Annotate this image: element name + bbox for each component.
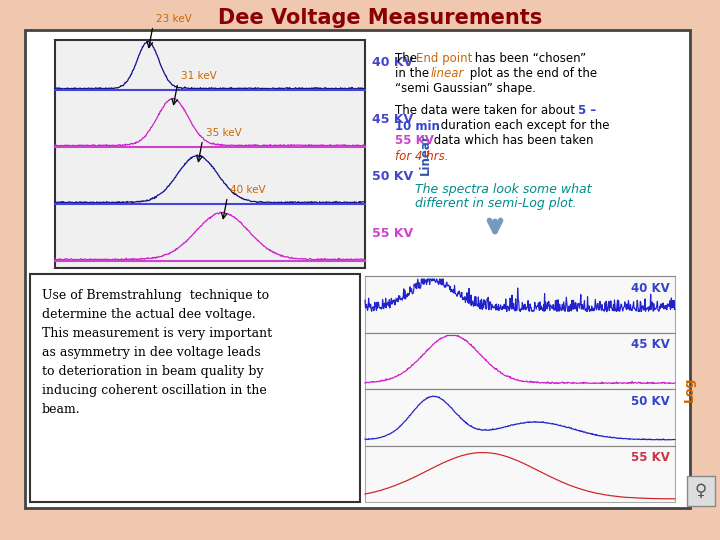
Bar [30,274,360,502]
Text: in the: in the [395,67,433,80]
Text: 45 KV: 45 KV [372,113,413,126]
Text: 45 KV: 45 KV [631,339,670,352]
Text: The spectra look some what
different in semi-Log plot.: The spectra look some what different in … [415,183,592,211]
Text: 55 KV: 55 KV [395,134,434,147]
Text: 55 KV: 55 KV [631,451,670,464]
Text: Use of Bremstrahlung  technique to
determine the actual dee voltage.
This measur: Use of Bremstrahlung technique to determ… [42,289,272,416]
Text: 40 keV: 40 keV [230,185,266,195]
Text: has been “chosen”: has been “chosen” [471,52,586,65]
Text: 31 keV: 31 keV [181,71,217,80]
Bar [687,476,715,506]
Bar [365,333,675,389]
Text: 40 KV: 40 KV [372,56,413,69]
Text: Linear: Linear [418,133,431,175]
Text: duration each except for the: duration each except for the [437,119,610,132]
Text: The data were taken for about: The data were taken for about [395,105,579,118]
Text: 50 KV: 50 KV [372,170,413,183]
Bar [365,389,675,446]
Text: linear: linear [431,67,464,80]
Text: 5 –: 5 – [578,105,596,118]
Text: 35 keV: 35 keV [206,127,241,138]
Bar [25,30,690,508]
Bar [55,40,365,268]
Text: plot as the end of the: plot as the end of the [466,67,597,80]
Text: 23 keV: 23 keV [156,14,192,24]
Text: End point: End point [416,52,472,65]
Bar [365,276,675,333]
Text: 50 KV: 50 KV [631,395,670,408]
Text: for 4 hrs.: for 4 hrs. [395,150,449,163]
Text: Dee Voltage Measurements: Dee Voltage Measurements [218,8,542,28]
Text: “semi Gaussian” shape.: “semi Gaussian” shape. [395,82,536,95]
Text: 40 KV: 40 KV [631,282,670,295]
Text: 55 KV: 55 KV [372,227,413,240]
Text: The: The [395,52,420,65]
Text: 10 min: 10 min [395,119,440,132]
Text: ♀: ♀ [695,482,707,500]
Text: data which has been taken: data which has been taken [430,134,593,147]
Bar [365,446,675,502]
Text: Log: Log [683,376,696,402]
